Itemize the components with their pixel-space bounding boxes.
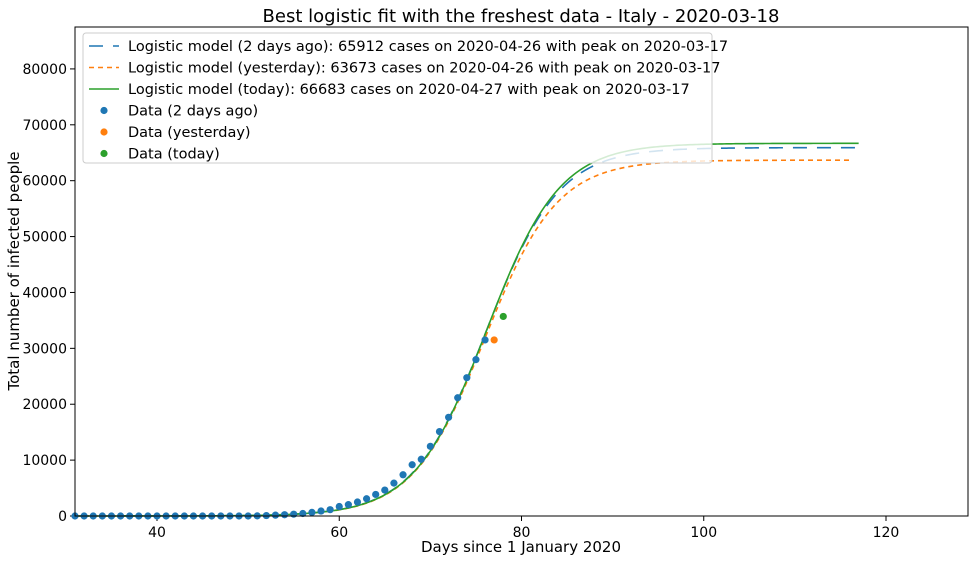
legend: Logistic model (2 days ago): 65912 cases… [82, 32, 728, 164]
data-point [426, 442, 434, 450]
data-point [381, 486, 389, 494]
legend-label-2: Logistic model (today): 66683 cases on 2… [128, 82, 690, 98]
data-point [499, 312, 507, 321]
y-tick-label: 50000 [22, 230, 67, 246]
legend-label-5: Data (today) [128, 147, 220, 163]
x-tick-label: 80 [513, 525, 531, 541]
data-point [326, 506, 334, 514]
legend-label-4: Data (yesterday) [128, 125, 251, 141]
chart-title: Best logistic fit with the freshest data… [263, 6, 780, 27]
data-point [490, 336, 498, 344]
legend-marker-4 [100, 128, 108, 136]
data-point [390, 479, 398, 487]
data-point [463, 374, 471, 382]
y-tick-label: 60000 [22, 174, 67, 190]
data-point [481, 336, 489, 344]
data-point [353, 498, 362, 506]
data-point [290, 510, 298, 518]
series-points [71, 312, 507, 520]
data-point [435, 427, 444, 436]
y-tick-label: 40000 [22, 285, 67, 301]
legend-marker-5 [100, 149, 108, 158]
y-tick-label: 0 [58, 509, 67, 525]
plot-frame [74, 26, 969, 517]
data-point [299, 509, 307, 518]
data-point [454, 394, 462, 402]
data-point [372, 490, 380, 499]
data-point [362, 495, 371, 503]
legend-label-3: Data (2 days ago) [128, 104, 258, 120]
y-tick-label: 70000 [22, 118, 67, 134]
x-axis-label: Days since 1 January 2020 [421, 538, 621, 556]
data-point [317, 507, 325, 515]
x-tick-label: 40 [148, 525, 166, 541]
legend-label-1: Logistic model (yesterday): 63673 cases … [128, 61, 721, 77]
data-point [335, 502, 343, 511]
data-point [344, 501, 352, 509]
data-point [445, 413, 453, 421]
legend-marker-3 [100, 106, 108, 115]
legend-label-0: Logistic model (2 days ago): 65912 cases… [128, 39, 728, 55]
data-point [472, 356, 480, 364]
data-point [308, 508, 316, 516]
x-tick-label: 120 [873, 525, 900, 541]
data-point [408, 461, 416, 469]
data-point [271, 511, 280, 519]
y-axis-label: Total number of infected people [5, 151, 23, 391]
y-tick-label: 10000 [22, 453, 67, 469]
legend-box [82, 32, 713, 164]
y-tick-label: 20000 [22, 397, 67, 413]
data-point [399, 471, 407, 479]
axis-ticks: 40 60 80 100 120 0 10000 20000 30000 40000 50000 60… [22, 62, 899, 541]
y-tick-label: 80000 [22, 62, 67, 78]
y-tick-label: 30000 [22, 341, 67, 357]
x-tick-label: 100 [690, 525, 717, 541]
data-point [417, 455, 425, 463]
data-point [280, 511, 289, 519]
x-tick-label: 60 [330, 525, 348, 541]
